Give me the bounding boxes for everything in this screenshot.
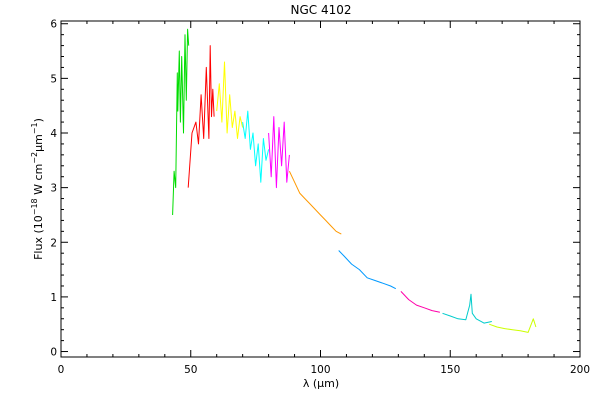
series-line-7 xyxy=(338,250,397,290)
series-line-9 xyxy=(442,293,492,324)
y-axis-label: Flux (10−18 W cm−2μm−1) xyxy=(30,118,45,260)
y-tick-label: 2 xyxy=(50,237,57,249)
x-tick-label: 150 xyxy=(440,364,460,376)
series-line-4 xyxy=(242,110,270,183)
series-line-3 xyxy=(216,61,244,139)
y-tick-label: 5 xyxy=(50,73,57,85)
plot-area xyxy=(172,28,537,333)
series-line-6 xyxy=(288,170,342,235)
series-line-2 xyxy=(187,45,215,188)
plot-frame xyxy=(60,20,581,358)
y-axis: 0 1 2 3 4 5 6 xyxy=(50,19,580,359)
series-line-10 xyxy=(489,318,537,333)
y-tick-label: 1 xyxy=(50,292,57,304)
y-tick-label: 4 xyxy=(50,128,57,140)
chart-title: NGC 4102 xyxy=(290,3,351,17)
y-tick-label: 0 xyxy=(50,347,57,359)
series-line-5 xyxy=(268,116,290,189)
x-tick-label: 100 xyxy=(310,364,330,376)
x-tick-label: 50 xyxy=(184,364,197,376)
series-line-8 xyxy=(400,291,441,313)
x-axis-label: λ (μm) xyxy=(303,377,339,390)
y-tick-label: 6 xyxy=(50,19,57,31)
x-tick-label: 0 xyxy=(58,364,65,376)
y-tick-label: 3 xyxy=(50,183,57,195)
x-tick-label: 200 xyxy=(570,364,590,376)
series-line-1 xyxy=(172,28,190,216)
x-axis: 0 50 100 150 200 xyxy=(58,21,590,376)
